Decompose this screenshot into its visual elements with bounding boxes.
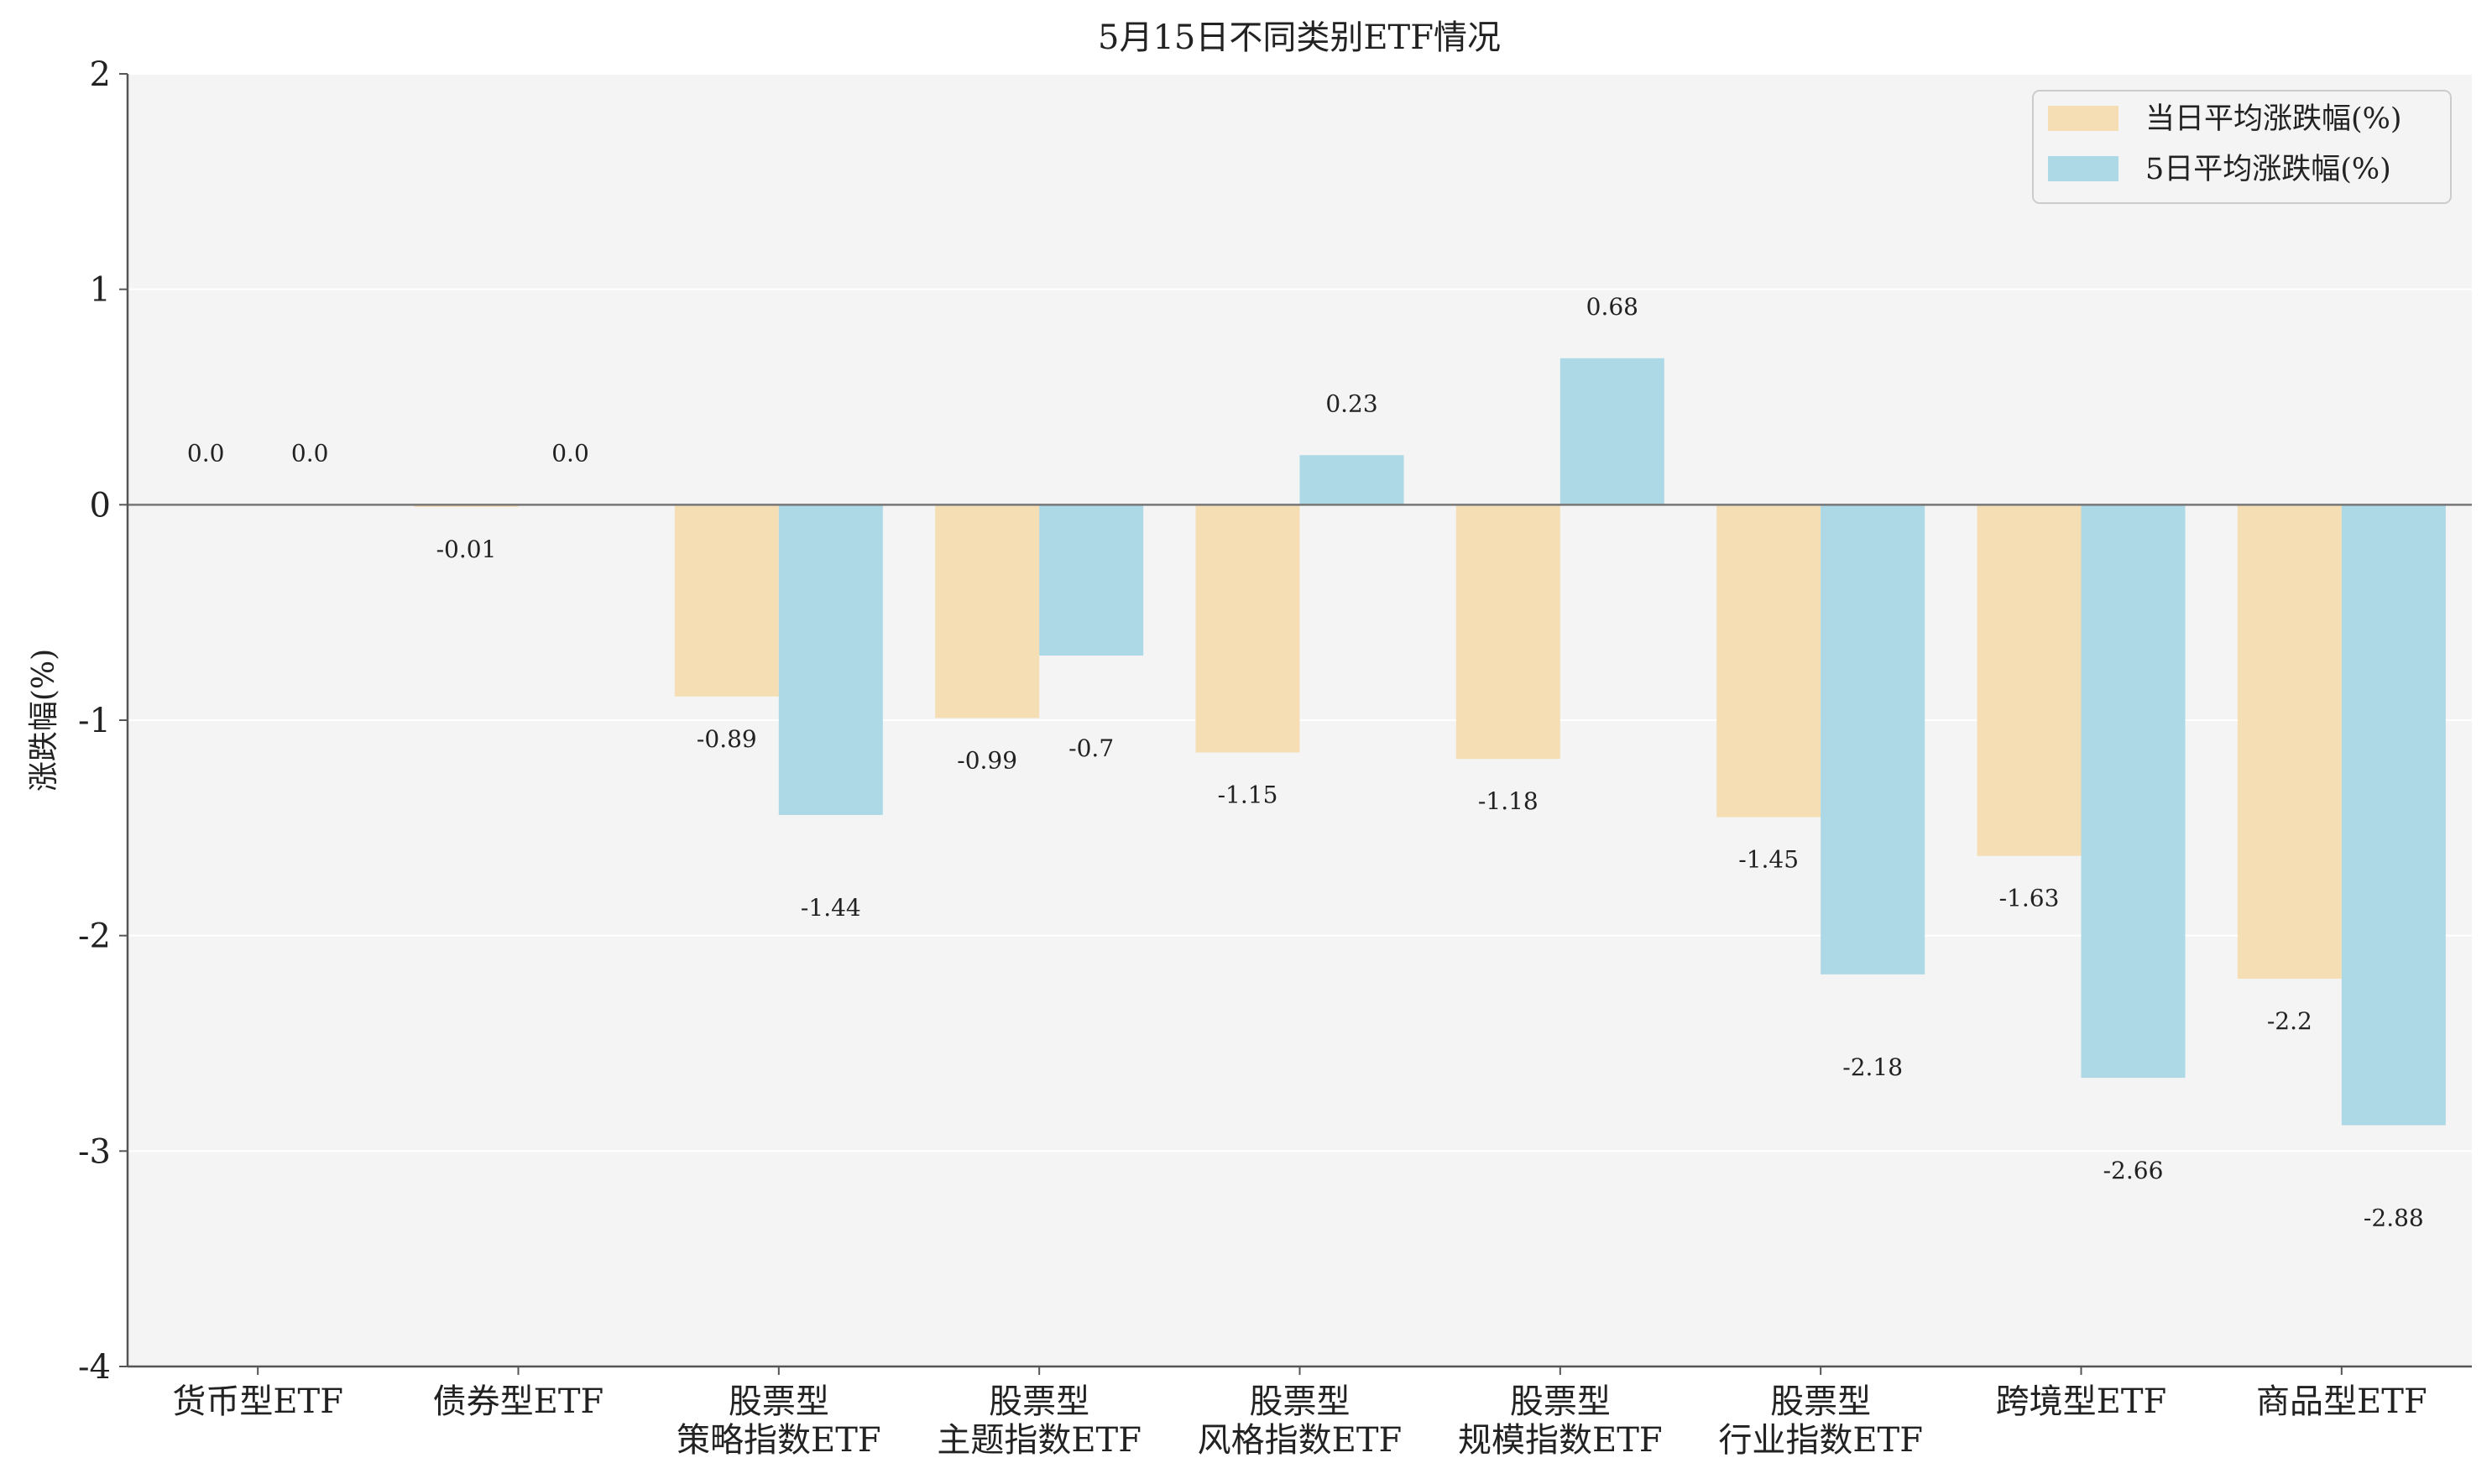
data-label-5day: 0.23: [1325, 389, 1377, 417]
bar-5day: [778, 504, 883, 815]
data-label-daily: -0.89: [697, 725, 757, 753]
y-tick-label: 1: [90, 271, 111, 310]
legend-box: [2032, 90, 2452, 204]
x-tick-label: 股票型: [989, 1382, 1089, 1421]
data-label-5day: -0.7: [1068, 734, 1114, 762]
x-tick-label: 股票型: [1510, 1382, 1611, 1421]
data-label-5day: -2.88: [2364, 1204, 2424, 1232]
data-label-5day: -2.66: [2103, 1157, 2164, 1184]
bars: [154, 358, 2446, 1126]
x-tick-label: 主题指数ETF: [937, 1421, 1142, 1460]
bar-daily: [2237, 504, 2342, 979]
data-label-daily: -1.18: [1478, 787, 1539, 815]
bar-5day: [1039, 504, 1144, 656]
x-tick-label: 商品型ETF: [2256, 1382, 2427, 1421]
data-label-5day: -2.18: [1842, 1053, 1903, 1081]
x-tick-label: 债券型ETF: [433, 1382, 604, 1421]
bar-5day: [1299, 455, 1404, 505]
x-tick-label: 风格指数ETF: [1198, 1421, 1403, 1460]
x-tick-label: 策略指数ETF: [677, 1421, 881, 1460]
data-label-5day: 0.0: [291, 439, 329, 467]
y-tick-label: -1: [78, 702, 111, 740]
data-label-daily: -2.2: [2267, 1007, 2312, 1035]
data-label-daily: -0.01: [436, 536, 497, 563]
y-axis-label: 涨跌幅(%): [27, 649, 61, 792]
data-label-daily: -0.99: [957, 746, 1017, 774]
y-tick-label: -3: [78, 1132, 111, 1171]
bar-daily: [1716, 504, 1821, 818]
bar-daily: [1195, 504, 1300, 753]
bar-5day: [2341, 504, 2446, 1126]
y-tick-labels: 2 1 0 -1 -2 -3 -4: [78, 55, 111, 1387]
bar-5day: [1559, 358, 1664, 505]
legend: 当日平均涨跌幅(%) 5日平均涨跌幅(%): [2032, 90, 2452, 204]
data-label-daily: 0.0: [187, 439, 225, 467]
y-tick-label: -4: [78, 1348, 111, 1387]
data-label-5day: -1.44: [801, 894, 861, 922]
legend-swatch-5day: [2048, 156, 2118, 181]
x-tick-label: 跨境型ETF: [1996, 1382, 2167, 1421]
bar-daily: [1977, 504, 2082, 856]
x-tick-label: 货币型ETF: [172, 1382, 343, 1421]
data-label-daily: -1.45: [1738, 846, 1799, 874]
chart-title: 5月15日不同类别ETF情况: [1098, 18, 1501, 57]
x-tick-label: 股票型: [729, 1382, 829, 1421]
bar-daily: [674, 504, 779, 697]
x-tick-label: 行业指数ETF: [1718, 1421, 1923, 1460]
data-label-daily: -1.63: [1999, 885, 2060, 912]
x-tick-label: 股票型: [1250, 1382, 1350, 1421]
y-tick-label: -2: [78, 917, 111, 956]
legend-label-5day: 5日平均涨跌幅(%): [2145, 153, 2391, 186]
x-tick-label: 规模指数ETF: [1458, 1421, 1663, 1460]
y-tick-label: 0: [90, 486, 111, 525]
legend-swatch-daily: [2048, 106, 2118, 131]
data-label-5day: 0.0: [551, 439, 589, 467]
x-tick-label: 股票型: [1770, 1382, 1871, 1421]
data-label-5day: 0.68: [1586, 293, 1638, 321]
bar-daily: [935, 504, 1040, 718]
bar-daily: [414, 504, 519, 507]
bar-5day: [1821, 504, 1925, 975]
y-tick-label: 2: [90, 55, 111, 94]
data-label-daily: -1.15: [1218, 781, 1278, 809]
data-labels: 0.0 0.0 -0.01 0.0 -0.89 -1.44 -0.99 -0.7 -1.15 0.…: [187, 293, 2424, 1232]
bar-5day: [2081, 504, 2186, 1079]
x-tick-labels: 货币型ETF 债券型ETF 股票型策略指数ETF股票型主题指数ETF股票型风格指数E…: [172, 1382, 2427, 1460]
axes: [119, 73, 2472, 1375]
bar-daily: [1455, 504, 1560, 760]
legend-label-daily: 当日平均涨跌幅(%): [2145, 102, 2402, 136]
